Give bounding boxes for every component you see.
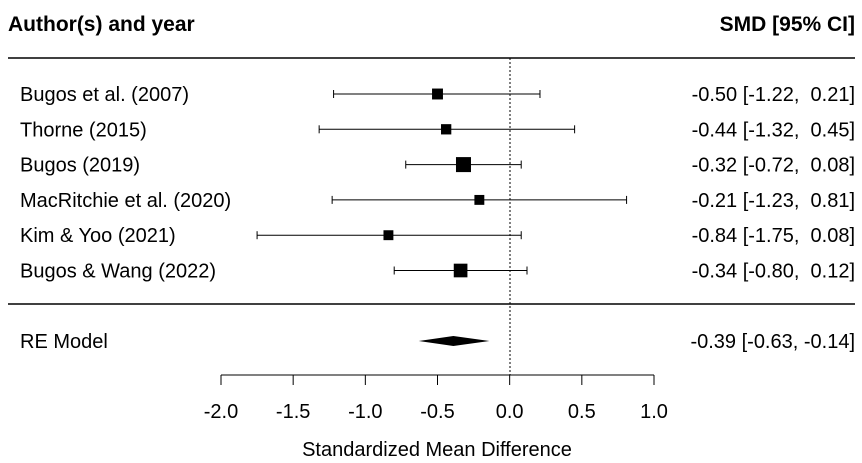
effect-estimate-text: -0.34 [-0.80, 0.12]	[692, 261, 855, 283]
study-label: MacRitchie et al. (2020)	[20, 190, 231, 212]
study-label: Bugos et al. (2007)	[20, 84, 189, 106]
summary-label: RE Model	[20, 331, 108, 353]
effect-estimate-text: -0.84 [-1.75, 0.08]	[692, 225, 855, 247]
summary-row: RE Model -0.39 [-0.63, -0.14]	[20, 331, 855, 353]
summary-estimate-text: -0.39 [-0.63, -0.14]	[690, 331, 855, 353]
effect-estimate-text: -0.32 [-0.72, 0.08]	[692, 155, 855, 177]
x-tick-label: -1.5	[276, 401, 310, 423]
x-tick-label: -2.0	[204, 401, 238, 423]
effect-point	[383, 230, 394, 241]
summary-diamond	[418, 336, 490, 346]
x-axis: -2.0 -1.5 -1.0 -0.5 0.0 0.5 1.0	[204, 374, 668, 423]
study-label: Bugos (2019)	[20, 155, 140, 177]
study-label: Bugos & Wang (2022)	[20, 261, 216, 283]
effect-estimate-text: -0.21 [-1.23, 0.81]	[692, 190, 855, 212]
effect-point	[455, 157, 471, 173]
effect-estimate-text: -0.50 [-1.22, 0.21]	[692, 84, 855, 106]
x-tick-label: -1.0	[348, 401, 382, 423]
effect-estimate-text: -0.44 [-1.32, 0.45]	[692, 119, 855, 141]
effect-point	[453, 263, 468, 278]
x-tick-label: 0.0	[496, 401, 524, 423]
effect-point	[474, 194, 485, 205]
x-tick-label: 1.0	[640, 401, 668, 423]
x-axis-title: Standardized Mean Difference	[302, 439, 572, 461]
effect-point	[441, 124, 452, 135]
x-tick-label: -0.5	[420, 401, 454, 423]
x-tick-label: 0.5	[568, 401, 596, 423]
study-label: Thorne (2015)	[20, 119, 147, 141]
study-rows: Bugos et al. (2007) -0.50 [-1.22, 0.21] Th…	[20, 84, 855, 283]
header-left: Author(s) and year	[8, 13, 195, 36]
effect-point	[432, 88, 443, 100]
header-right: SMD [95% CI]	[720, 13, 855, 36]
study-label: Kim & Yoo (2021)	[20, 225, 176, 247]
